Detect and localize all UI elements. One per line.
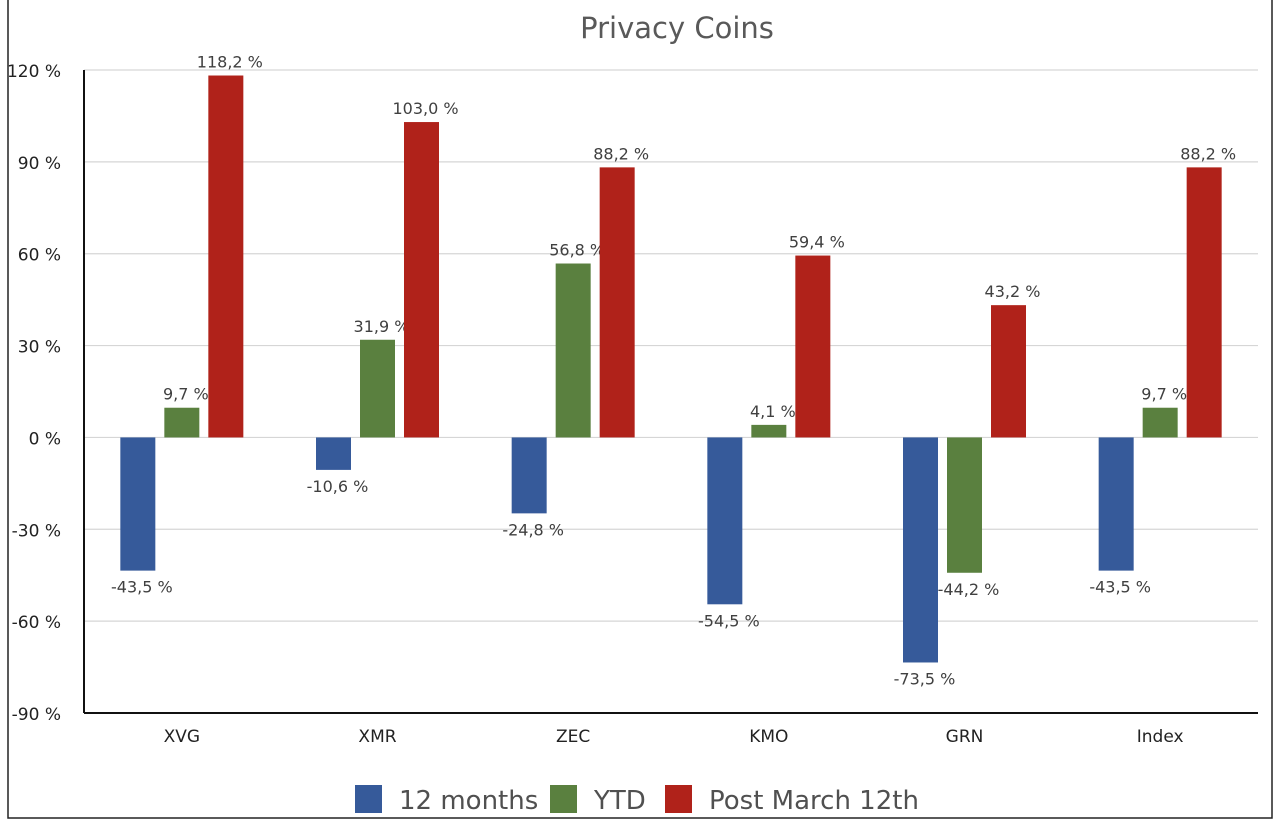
chart-title: Privacy Coins <box>580 11 774 45</box>
y-tick-label: -30 % <box>12 521 61 541</box>
x-tick-label: ZEC <box>556 727 590 747</box>
bar <box>903 437 938 663</box>
data-label: 103,0 % <box>392 99 458 118</box>
legend-label: 12 months <box>399 786 538 816</box>
bar <box>316 437 351 470</box>
legend-swatch <box>665 785 692 813</box>
bar <box>1098 437 1134 571</box>
bar <box>795 255 831 438</box>
bar <box>599 167 635 438</box>
data-label: -54,5 % <box>698 611 760 630</box>
bar <box>360 339 395 438</box>
x-tick-label: XVG <box>164 727 200 747</box>
bar <box>751 424 787 438</box>
bar <box>1142 407 1178 438</box>
bar <box>1186 167 1222 438</box>
legend-swatch <box>550 785 577 813</box>
bar <box>991 305 1026 438</box>
data-label: 59,4 % <box>789 233 845 252</box>
y-tick-label: 90 % <box>18 154 61 174</box>
data-label: 56,8 % <box>549 241 605 260</box>
bar <box>511 437 547 514</box>
bar <box>120 437 156 571</box>
y-tick-label: 120 % <box>7 62 61 82</box>
bar <box>707 437 743 605</box>
data-label: -44,2 % <box>938 580 1000 599</box>
data-label: 9,7 % <box>163 385 209 404</box>
legend-swatch <box>355 785 382 813</box>
bar <box>555 263 591 438</box>
y-tick-label: -60 % <box>12 613 61 633</box>
bar <box>947 437 982 573</box>
legend-label: YTD <box>593 786 646 816</box>
legend-label: Post March 12th <box>709 786 919 816</box>
x-tick-label: KMO <box>749 727 788 747</box>
data-label: 88,2 % <box>593 144 649 163</box>
data-label: -73,5 % <box>894 669 956 688</box>
data-label: 31,9 % <box>354 317 410 336</box>
data-label: 9,7 % <box>1141 385 1187 404</box>
y-tick-label: -90 % <box>12 705 61 725</box>
data-label: -43,5 % <box>111 578 173 597</box>
data-label: -10,6 % <box>307 477 369 496</box>
y-tick-label: 30 % <box>18 338 61 358</box>
data-label: 118,2 % <box>197 53 263 72</box>
data-label: 43,2 % <box>985 282 1041 301</box>
x-tick-label: Index <box>1137 727 1184 747</box>
data-label: 88,2 % <box>1180 144 1236 163</box>
bar <box>404 122 439 438</box>
x-tick-label: GRN <box>946 727 984 747</box>
data-label: 4,1 % <box>750 402 796 421</box>
bar <box>208 75 244 438</box>
y-tick-label: 0 % <box>29 429 61 449</box>
y-tick-label: 60 % <box>18 246 61 266</box>
data-label: -43,5 % <box>1089 578 1151 597</box>
x-tick-label: XMR <box>358 727 396 747</box>
data-label: -24,8 % <box>502 520 564 539</box>
bar <box>164 407 200 438</box>
